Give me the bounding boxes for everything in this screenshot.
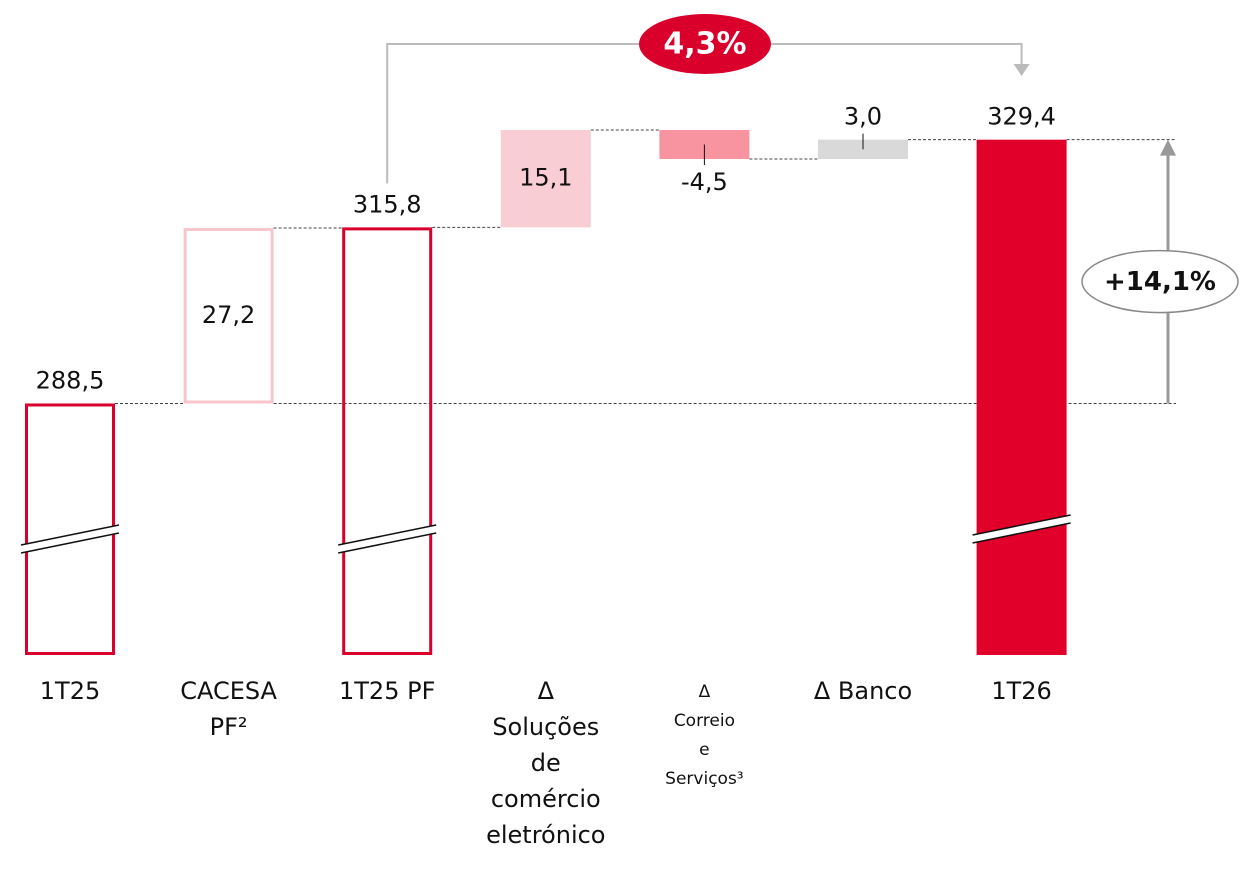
x-tick-label: 1T26 — [991, 677, 1051, 705]
growth-arrowhead — [1160, 139, 1176, 156]
x-tick-label: PF² — [210, 713, 248, 741]
bracket-arrowhead — [1013, 64, 1030, 76]
growth-label: +14,1% — [1104, 267, 1216, 297]
axis-break — [338, 525, 437, 553]
value-label: 15,1 — [519, 164, 572, 192]
value-label: 3,0 — [844, 103, 882, 131]
x-tick-label: Correio — [674, 711, 735, 731]
x-tick-label: Serviços³ — [665, 769, 743, 789]
x-tick-label: 1T25 — [40, 677, 100, 705]
x-tick-label: Δ — [699, 682, 711, 702]
x-tick-label: CACESA — [180, 677, 277, 705]
x-tick-label: comércio — [491, 785, 601, 813]
x-tick-label: eletrónico — [486, 821, 605, 849]
x-tick-label: Soluções — [492, 713, 599, 741]
growth-label: 4,3% — [663, 27, 746, 62]
growth-badge — [639, 14, 771, 74]
value-label: 315,8 — [353, 190, 422, 218]
x-tick-label: de — [531, 749, 561, 777]
bar — [342, 227, 433, 656]
axis-break-line — [20, 524, 120, 546]
value-label: 288,5 — [36, 366, 105, 394]
bar — [976, 139, 1067, 656]
axis-break — [21, 525, 119, 553]
bar — [183, 228, 274, 404]
bar — [500, 130, 591, 228]
axis-break-line — [338, 524, 437, 546]
x-tick-label: Δ Banco — [814, 677, 912, 705]
value-label: 27,2 — [202, 301, 255, 329]
x-tick-label: Δ — [538, 677, 555, 705]
axis-break-line — [20, 532, 120, 554]
x-tick-label: e — [699, 740, 709, 760]
growth-badge — [1081, 249, 1239, 314]
axis-break — [972, 515, 1071, 543]
x-tick-label: 1T25 PF — [339, 677, 435, 705]
axis-break-line — [972, 514, 1071, 536]
value-label: 329,4 — [987, 103, 1056, 131]
axis-break-line — [338, 532, 437, 554]
axis-break-line — [972, 522, 1071, 544]
value-label: -4,5 — [681, 168, 728, 196]
